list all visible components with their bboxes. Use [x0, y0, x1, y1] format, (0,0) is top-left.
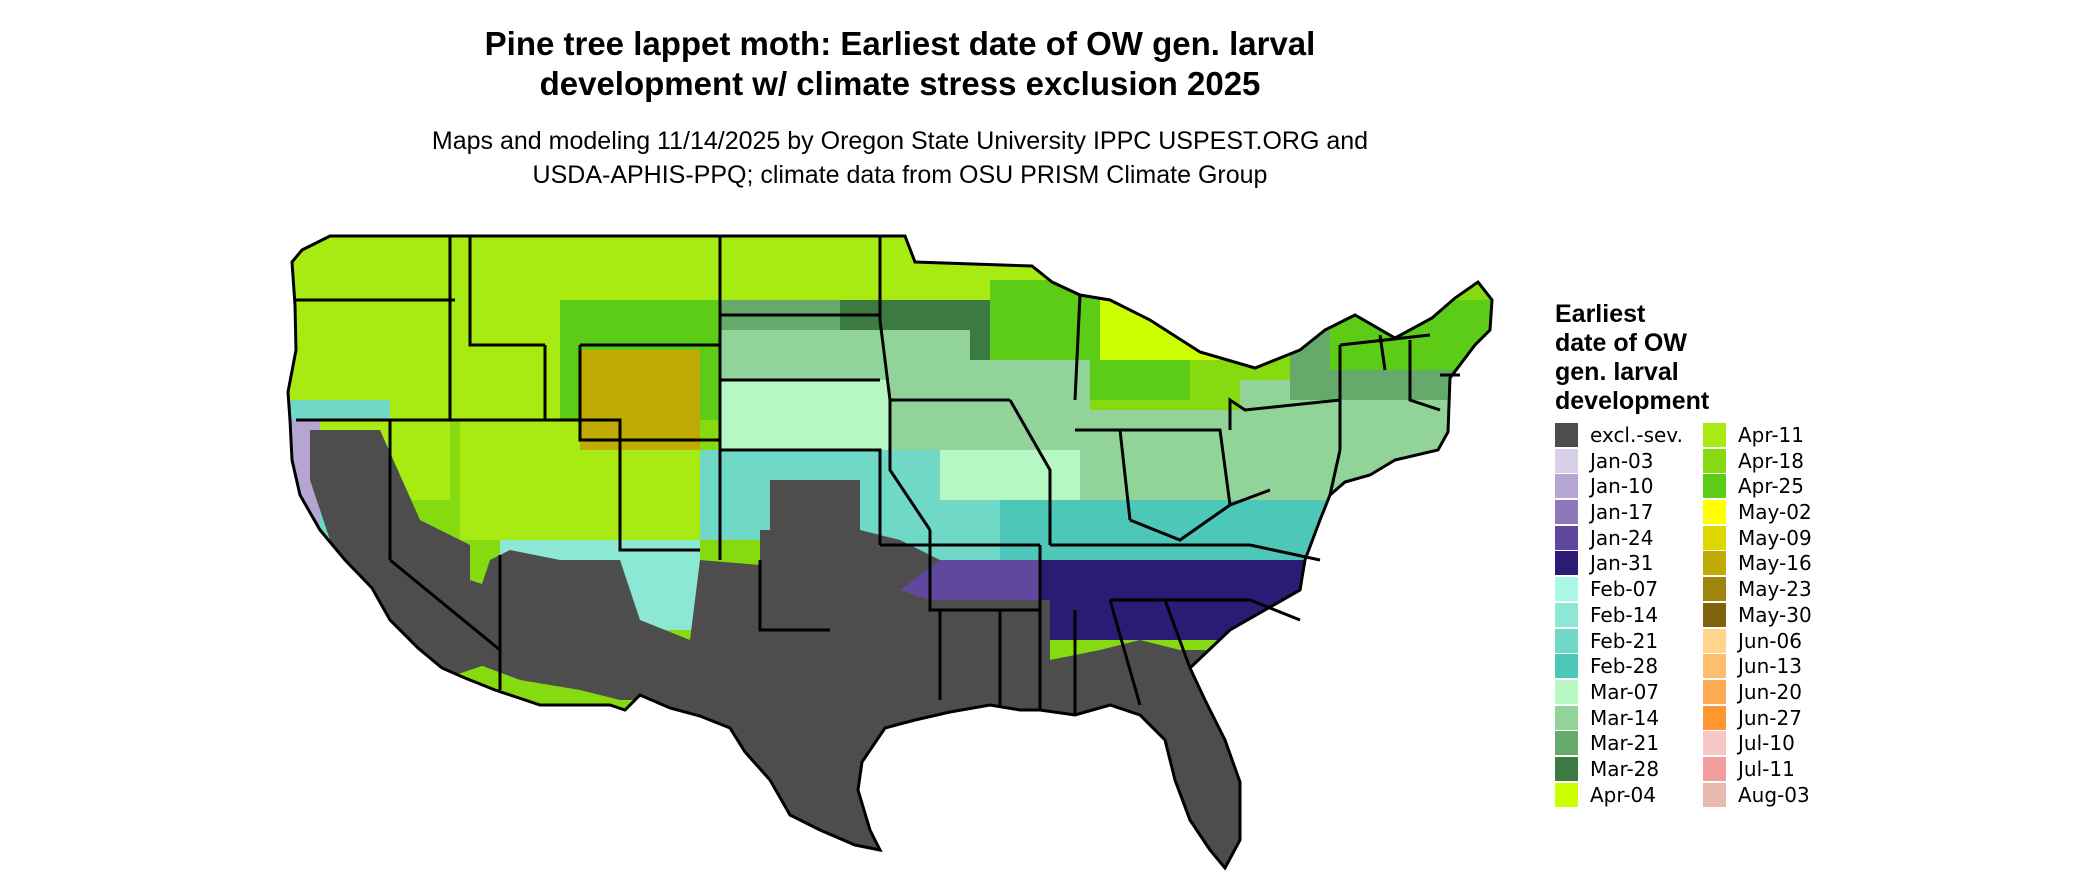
legend-swatch	[1555, 731, 1578, 756]
legend-swatch	[1703, 756, 1726, 781]
legend-label: May-02	[1738, 500, 1812, 525]
legend-title-line: development	[1555, 387, 1710, 415]
legend-label: Jun-06	[1738, 628, 1802, 653]
us-map	[270, 220, 1500, 890]
legend-swatch	[1703, 577, 1726, 602]
legend-swatch	[1703, 705, 1726, 730]
legend-label: Jan-10	[1590, 474, 1654, 499]
legend-swatch	[1703, 474, 1726, 499]
legend-label: May-30	[1738, 602, 1812, 627]
legend-swatch	[1555, 551, 1578, 576]
legend-label: Feb-14	[1590, 602, 1659, 627]
legend-label: Apr-18	[1738, 448, 1804, 473]
legend-label: Jan-03	[1590, 448, 1654, 473]
legend-label: Jun-13	[1738, 654, 1802, 679]
legend-label: Apr-04	[1590, 782, 1656, 807]
legend-label: Apr-25	[1738, 474, 1804, 499]
legend-label: Jul-11	[1738, 756, 1795, 781]
legend-swatch	[1703, 551, 1726, 576]
phenology-raster	[288, 236, 1492, 868]
legend-swatch	[1703, 423, 1726, 447]
legend-swatch	[1555, 448, 1578, 473]
legend-swatch	[1703, 731, 1726, 756]
legend-swatch	[1703, 654, 1726, 679]
legend-label: Mar-28	[1590, 756, 1660, 781]
legend-swatch	[1555, 423, 1578, 447]
legend-swatch	[1555, 525, 1578, 550]
subtitle-line-1: Maps and modeling 11/14/2025 by Oregon S…	[431, 127, 1369, 155]
legend-swatch	[1703, 679, 1726, 704]
legend-label: Feb-21	[1590, 628, 1659, 653]
legend-title: Earliest date of OW gen. larval developm…	[1555, 300, 1755, 416]
legend-label: Mar-21	[1590, 731, 1660, 756]
legend-swatch	[1703, 500, 1726, 525]
legend-swatch	[1703, 448, 1726, 473]
legend-label: Jan-17	[1590, 500, 1654, 525]
legend-swatch	[1555, 577, 1578, 602]
legend-swatch	[1555, 628, 1578, 653]
legend-label: Mar-07	[1590, 679, 1660, 704]
legend-swatch	[1555, 756, 1578, 781]
legend-swatch	[1703, 782, 1726, 807]
legend-label: Jul-10	[1738, 731, 1795, 756]
legend-swatch	[1555, 500, 1578, 525]
legend-label: May-16	[1738, 551, 1812, 576]
legend-swatch	[1555, 782, 1578, 807]
legend-label: Feb-28	[1590, 654, 1659, 679]
map-title: Pine tree lappet moth: Earliest date of …	[300, 24, 1500, 104]
legend-swatch	[1703, 602, 1726, 627]
legend-title-line: gen. larval	[1555, 358, 1679, 386]
title-line-1: Pine tree lappet moth: Earliest date of …	[484, 25, 1316, 62]
legend-swatch	[1555, 474, 1578, 499]
legend-label: Apr-11	[1738, 423, 1804, 447]
legend-label: Jan-31	[1590, 551, 1654, 576]
legend-swatch	[1555, 705, 1578, 730]
legend-swatch	[1555, 679, 1578, 704]
state-boundaries	[286, 234, 1494, 871]
legend-swatch	[1703, 628, 1726, 653]
legend-swatch	[1555, 654, 1578, 679]
legend-label: Aug-03	[1738, 782, 1810, 807]
legend-title-line: Earliest	[1555, 300, 1646, 328]
legend-title-line: date of OW	[1555, 329, 1687, 357]
legend-swatch	[1555, 602, 1578, 627]
legend-swatch	[1703, 525, 1726, 550]
title-line-2: development w/ climate stress exclusion …	[539, 65, 1261, 102]
legend-label: Feb-07	[1590, 577, 1659, 602]
legend: Earliest date of OW gen. larval developm…	[1555, 300, 2075, 807]
legend-label: excl.-sev.	[1590, 423, 1683, 447]
legend-label: Jan-24	[1590, 525, 1654, 550]
map-subtitle: Maps and modeling 11/14/2025 by Oregon S…	[300, 124, 1500, 192]
subtitle-line-2: USDA-APHIS-PPQ; climate data from OSU PR…	[532, 161, 1268, 189]
legend-label: Jun-20	[1738, 679, 1802, 704]
legend-label: Mar-14	[1590, 705, 1660, 730]
legend-label: Jun-27	[1738, 705, 1802, 730]
legend-label: May-09	[1738, 525, 1812, 550]
legend-label: May-23	[1738, 577, 1812, 602]
